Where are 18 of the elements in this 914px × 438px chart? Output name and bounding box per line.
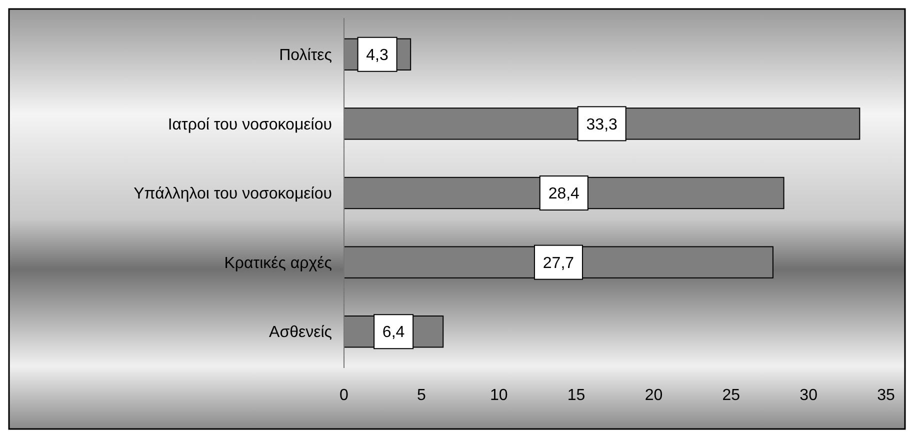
y-tick-label: Κρατικές αρχές xyxy=(224,254,332,272)
data-label: 27,7 xyxy=(542,254,574,272)
data-label: 4,3 xyxy=(366,46,389,64)
data-label: 6,4 xyxy=(382,324,405,342)
y-tick-label: Υπάλληλοι του νοσοκομείου xyxy=(134,186,332,203)
y-tick-label: Πολίτες xyxy=(279,46,332,64)
x-tick-label: 25 xyxy=(722,387,740,404)
x-tick-label: 20 xyxy=(644,387,663,404)
x-tick-label: 10 xyxy=(490,387,508,404)
data-label: 28,4 xyxy=(548,186,580,203)
x-tick-label: 0 xyxy=(340,387,349,404)
y-tick-label: Ασθενείς xyxy=(269,324,332,342)
data-label: 33,3 xyxy=(586,116,618,134)
x-tick-label: 5 xyxy=(416,387,426,404)
x-tick-label: 30 xyxy=(800,387,818,404)
y-tick-label: Ιατροί του νοσοκομείου xyxy=(168,116,332,134)
x-tick-label: 15 xyxy=(567,387,586,404)
x-tick-label: 35 xyxy=(877,387,895,404)
